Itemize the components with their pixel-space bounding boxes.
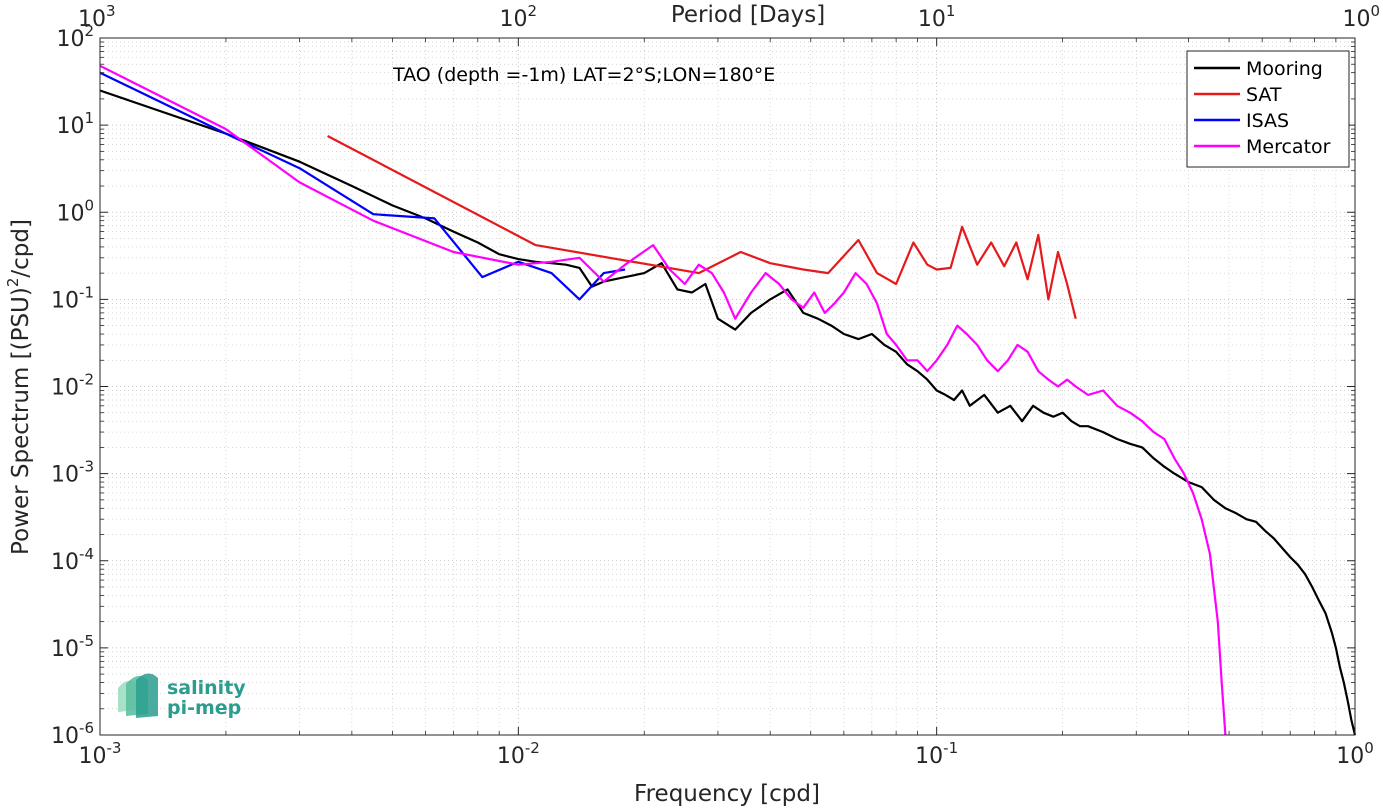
x-tick-label-base: 10 [915, 744, 943, 769]
y-tick-label-base: 10 [51, 463, 79, 488]
y-tick-label: 102 [56, 22, 94, 52]
legend-label-sat: SAT [1246, 84, 1282, 106]
y-tick-label-exponent: -5 [79, 632, 94, 650]
y-tick-label-exponent: -4 [79, 545, 94, 563]
legend: Mooring SAT ISAS Mercator [1186, 50, 1350, 168]
top-tick-label: 103 [78, 2, 116, 32]
legend-label-mercator: Mercator [1246, 136, 1331, 158]
y-tick-label-exponent: -1 [79, 283, 94, 301]
top-tick-label: 101 [918, 2, 956, 32]
y-tick-label: 10-2 [51, 371, 94, 401]
top-tick-label-base: 10 [78, 7, 106, 32]
y-tick-label-exponent: -6 [79, 719, 94, 737]
top-tick-label-exponent: 0 [1370, 2, 1380, 20]
x-tick-label: 10-1 [915, 739, 958, 769]
x-tick-label: 10-2 [497, 739, 540, 769]
top-tick-label: 102 [500, 2, 538, 32]
y-tick-label-base: 10 [56, 201, 84, 226]
chart-annotation: TAO (depth =-1m) LAT=2°S;LON=180°E [392, 64, 775, 86]
x-axis-label: Frequency [cpd] [634, 781, 820, 807]
x-tick-label-base: 10 [1336, 744, 1364, 769]
top-tick-label-base: 10 [918, 7, 946, 32]
y-tick-label-base: 10 [56, 27, 84, 52]
y-axis-label-tail: /cpd] [8, 219, 34, 278]
top-tick-label-exponent: 1 [946, 2, 956, 20]
y-tick-label-exponent: -3 [79, 458, 94, 476]
y-tick-label-base: 10 [56, 114, 84, 139]
top-tick-label-exponent: 3 [106, 2, 116, 20]
logo-waves-icon [118, 673, 158, 718]
series-line-mooring [99, 89, 1357, 736]
legend-label-isas: ISAS [1246, 110, 1289, 132]
y-tick-label: 100 [56, 196, 94, 226]
x-tick-label-exponent: -2 [525, 739, 540, 757]
x-tick-label-base: 10 [497, 744, 525, 769]
y-tick-label-exponent: 0 [84, 196, 94, 214]
y-tick-label: 101 [56, 109, 94, 139]
y-axis-label: Power Spectrum [(PSU)2/cpd] [4, 219, 34, 555]
top-tick-label-exponent: 2 [528, 2, 538, 20]
salinity-pi-mep-logo: salinity pi-mep [118, 673, 246, 719]
series-line-isas [99, 71, 626, 301]
y-tick-label-base: 10 [51, 376, 79, 401]
top-tick-label-base: 10 [500, 7, 528, 32]
y-tick-label-exponent: 1 [84, 109, 94, 127]
series-line-mercator [99, 64, 1227, 736]
y-tick-label: 10-6 [51, 719, 94, 749]
y-tick-label-exponent: 2 [84, 22, 94, 40]
legend-box [1186, 50, 1350, 168]
axis-ticks [99, 37, 1356, 736]
top-tick-label-base: 10 [1342, 7, 1370, 32]
y-tick-label-base: 10 [51, 550, 79, 575]
y-tick-label: 10-4 [51, 545, 94, 575]
top-axis-label: Period [Days] [671, 2, 825, 28]
y-tick-label-base: 10 [51, 288, 79, 313]
legend-label-mooring: Mooring [1246, 58, 1323, 80]
y-tick-label: 10-3 [51, 458, 94, 488]
x-tick-label: 10-3 [79, 739, 122, 769]
x-tick-label: 100 [1336, 739, 1374, 769]
y-axis-label-exponent: 2 [4, 278, 22, 288]
x-tick-label-exponent: 0 [1364, 739, 1374, 757]
x-tick-label-exponent: -3 [107, 739, 122, 757]
y-axis-label-main: Power Spectrum [(PSU) [8, 287, 34, 555]
series-line-sat [327, 135, 1077, 319]
y-tick-label-base: 10 [51, 724, 79, 749]
x-tick-label-base: 10 [79, 744, 107, 769]
y-tick-label: 10-1 [51, 283, 94, 313]
logo-line1: salinity [167, 677, 246, 699]
y-tick-label-base: 10 [51, 637, 79, 662]
y-tick-label-exponent: -2 [79, 371, 94, 389]
y-tick-label: 10-5 [51, 632, 94, 662]
x-tick-label-exponent: -1 [943, 739, 958, 757]
logo-line2: pi-mep [167, 697, 241, 719]
series-layer [99, 64, 1357, 736]
top-tick-label: 100 [1342, 2, 1380, 32]
